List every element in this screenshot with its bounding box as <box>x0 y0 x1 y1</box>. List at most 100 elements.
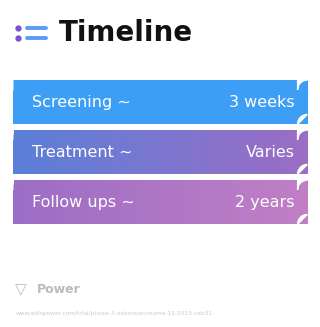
Bar <box>138 180 140 224</box>
Bar <box>203 130 204 174</box>
Bar <box>182 180 184 224</box>
Bar <box>123 130 125 174</box>
Bar <box>156 130 157 174</box>
Bar <box>301 130 303 174</box>
Bar <box>241 80 243 124</box>
Bar <box>284 180 285 224</box>
Bar <box>301 80 303 124</box>
Bar <box>136 130 138 174</box>
Bar <box>133 180 135 224</box>
Bar <box>231 80 232 124</box>
Bar <box>251 80 253 124</box>
Bar <box>254 80 256 124</box>
Bar <box>192 180 194 224</box>
Bar <box>101 180 103 224</box>
Bar <box>22 130 23 174</box>
Bar <box>212 130 213 174</box>
Bar <box>17 130 19 174</box>
Bar <box>164 80 166 124</box>
Bar <box>179 130 181 174</box>
Bar <box>60 130 62 174</box>
Bar <box>256 80 258 124</box>
Bar <box>82 180 84 224</box>
Bar <box>303 180 305 224</box>
Bar <box>126 180 128 224</box>
Bar <box>263 130 265 174</box>
Bar <box>88 180 90 224</box>
Bar <box>223 80 225 124</box>
Bar <box>116 130 118 174</box>
Bar <box>138 80 140 124</box>
Bar <box>210 80 212 124</box>
Bar <box>245 80 247 124</box>
Bar <box>150 130 151 174</box>
Text: Follow ups ~: Follow ups ~ <box>32 195 135 210</box>
Bar <box>214 180 216 224</box>
Bar <box>166 180 168 224</box>
Bar <box>219 80 221 124</box>
Bar <box>166 130 168 174</box>
Bar <box>77 130 79 174</box>
Polygon shape <box>298 80 307 90</box>
Bar <box>266 180 268 224</box>
Bar <box>198 130 200 174</box>
Bar <box>213 80 215 124</box>
Bar <box>125 180 126 224</box>
Bar <box>164 130 166 174</box>
Bar <box>92 180 94 224</box>
Bar <box>75 80 76 124</box>
Bar <box>138 130 140 174</box>
Bar <box>169 180 171 224</box>
Bar <box>41 180 43 224</box>
Bar <box>66 80 68 124</box>
Bar <box>144 180 146 224</box>
Bar <box>248 130 250 174</box>
Bar <box>145 80 147 124</box>
Bar <box>128 130 129 174</box>
Bar <box>273 130 275 174</box>
Bar <box>79 130 81 174</box>
Bar <box>278 130 280 174</box>
Bar <box>70 80 72 124</box>
Bar <box>25 130 26 174</box>
Bar <box>182 130 184 174</box>
Bar <box>82 80 84 124</box>
Bar <box>41 80 43 124</box>
Bar <box>276 180 278 224</box>
Bar <box>69 130 70 174</box>
Bar <box>290 80 291 124</box>
Bar <box>125 130 126 174</box>
Bar <box>52 180 54 224</box>
Bar <box>197 130 199 174</box>
Bar <box>194 80 196 124</box>
Polygon shape <box>3 80 13 90</box>
Bar <box>61 80 63 124</box>
Bar <box>300 80 302 124</box>
Bar <box>13 80 15 124</box>
Bar <box>55 130 57 174</box>
Bar <box>285 130 287 174</box>
Bar <box>269 130 271 174</box>
Bar <box>50 130 52 174</box>
Bar <box>142 80 144 124</box>
Bar <box>14 180 16 224</box>
Bar <box>25 80 26 124</box>
Bar <box>201 180 203 224</box>
Bar <box>298 80 300 124</box>
Bar <box>188 180 190 224</box>
Bar <box>22 80 23 124</box>
Bar <box>92 80 94 124</box>
Bar <box>63 80 65 124</box>
Bar <box>132 180 134 224</box>
Bar <box>45 80 47 124</box>
Bar <box>198 80 200 124</box>
Bar <box>95 130 97 174</box>
Bar <box>16 130 18 174</box>
Bar <box>100 80 101 124</box>
Bar <box>126 80 128 124</box>
Bar <box>220 80 222 124</box>
Bar <box>140 130 141 174</box>
Bar <box>30 130 32 174</box>
Bar <box>123 180 125 224</box>
Bar <box>45 130 47 174</box>
